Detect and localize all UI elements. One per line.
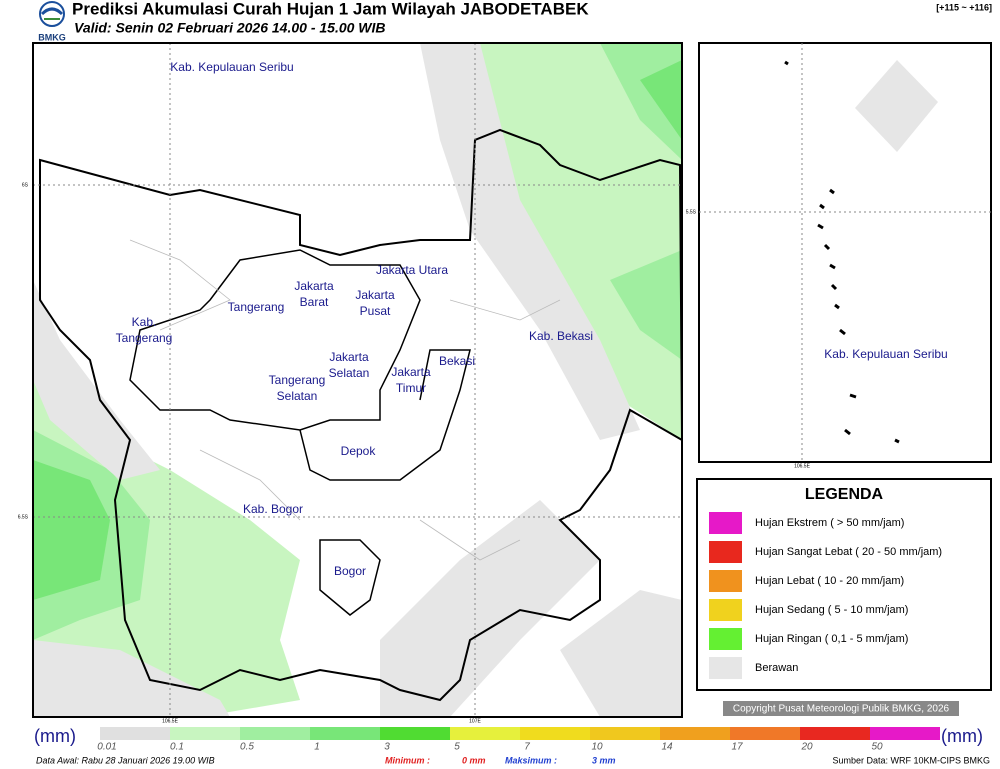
legend-swatch: [709, 628, 742, 650]
footer-start: Data Awal: Rabu 28 Januari 2026 19.00 WI…: [36, 755, 215, 765]
main-map: 6S 6.5S 106.5E 107E: [18, 42, 684, 724]
legend-title: LEGENDA: [805, 486, 884, 503]
colorbar-label: 0.1: [170, 742, 184, 753]
region-label: Timur: [396, 381, 426, 395]
colorbar-segment: [590, 727, 660, 740]
colorbar-label: 10: [591, 742, 603, 753]
colorbar-segment: [660, 727, 730, 740]
colorbar-label: 14: [661, 742, 673, 753]
colorbar-segment: [870, 727, 940, 740]
unit: (mm): [941, 726, 983, 746]
colorbar-label: 17: [731, 742, 743, 753]
lon-tick: 107E: [469, 718, 481, 724]
legend-label: Hujan Lebat ( 10 - 20 mm/jam): [755, 575, 904, 587]
legend-swatch: [709, 657, 742, 679]
region-label: Jakarta: [329, 350, 369, 364]
legend-swatch: [709, 570, 742, 592]
valid: Valid: Senin 02 Februari 2026 14.00 - 15…: [74, 20, 386, 36]
region-label: Tangerang: [116, 331, 173, 345]
region-label: Kab. Bogor: [243, 502, 303, 516]
copyright-bg: [723, 701, 959, 716]
region-label: Depok: [341, 444, 377, 458]
logo-text: BMKG: [38, 32, 66, 42]
min-label: Minimum :: [385, 755, 430, 765]
colorbar-segment: [450, 727, 520, 740]
range: [+115 ~ +116]: [936, 2, 992, 12]
colorbar-segment: [170, 727, 240, 740]
region-label: Kab. Bekasi: [529, 329, 593, 343]
max-value: 3 mm: [592, 755, 616, 765]
legend-label: Hujan Sedang ( 5 - 10 mm/jam): [755, 604, 908, 616]
colorbar-label: 7: [524, 742, 530, 753]
legend-swatch: [709, 512, 742, 534]
title: Prediksi Akumulasi Curah Hujan 1 Jam Wil…: [72, 0, 589, 18]
colorbar: 0.01 0.1 0.5 1 3 5 7 10 14 17 20 50: [97, 727, 940, 753]
lon-tick: 106.5E: [162, 718, 179, 724]
region-label: Barat: [300, 295, 329, 309]
lat-tick: 6.5S: [18, 514, 29, 520]
region-label: Tangerang: [269, 373, 326, 387]
region-label: Selatan: [277, 389, 318, 403]
colorbar-label: 0.5: [240, 742, 254, 753]
region-label: Bekasi: [439, 354, 475, 368]
colorbar-label: 20: [800, 742, 813, 753]
colorbar-segment: [310, 727, 380, 740]
colorbar-label: 1: [314, 742, 320, 753]
region-label: Jakarta: [355, 288, 395, 302]
region-label: Kab.: [132, 315, 157, 329]
colorbar-segment: [520, 727, 590, 740]
colorbar-segment: [800, 727, 870, 740]
legend-label: Hujan Ekstrem ( > 50 mm/jam): [755, 517, 904, 529]
region-label: Jakarta: [391, 365, 431, 379]
colorbar-label: 0.01: [97, 742, 116, 753]
lon-tick: 106.5E: [794, 463, 811, 469]
region-label: Kab. Kepulauan Seribu: [170, 60, 293, 74]
region-label: Jakarta: [294, 279, 334, 293]
region-label: Bogor: [334, 564, 366, 578]
inset-label: Kab. Kepulauan Seribu: [824, 347, 947, 361]
colorbar-label: 5: [454, 742, 460, 753]
lat-tick: 6S: [22, 182, 29, 188]
map-labels: Kab. Kepulauan Seribu Jakarta Utara Jakart…: [116, 60, 593, 578]
inset-map: 5.5S 106.5E Kab. Kepulauan Seribu: [686, 42, 992, 469]
legend-label: Hujan Sangat Lebat ( 20 - 50 mm/jam): [755, 546, 942, 558]
min-value: 0 mm: [462, 755, 486, 765]
colorbar-segment: [100, 727, 170, 740]
unit: (mm): [34, 726, 76, 746]
source: Sumber Data: WRF 10KM-CIPS BMKG: [832, 755, 990, 765]
max-label: Maksimum :: [505, 755, 557, 765]
logo: BMKG: [38, 1, 66, 42]
region-label: Jakarta Utara: [376, 263, 448, 277]
colorbar-segment: [730, 727, 800, 740]
colorbar-segment: [240, 727, 310, 740]
lat-tick: 5.5S: [686, 209, 697, 215]
region-label: Tangerang: [228, 300, 285, 314]
legend: LEGENDA Hujan Ekstrem ( > 50 mm/jam) Huja…: [696, 478, 992, 691]
colorbar-label: 50: [871, 742, 883, 753]
legend-swatch: [709, 599, 742, 621]
colorbar-label: 3: [384, 742, 390, 753]
legend-label: Hujan Ringan ( 0,1 - 5 mm/jam): [755, 633, 908, 645]
region-label: Pusat: [360, 304, 391, 318]
copyright: Copyright Pusat Meteorologi Publik BMKG,…: [733, 704, 950, 715]
legend-swatch: [709, 541, 742, 563]
region-label: Selatan: [329, 366, 370, 380]
colorbar-segment: [380, 727, 450, 740]
legend-label: Berawan: [755, 662, 798, 674]
